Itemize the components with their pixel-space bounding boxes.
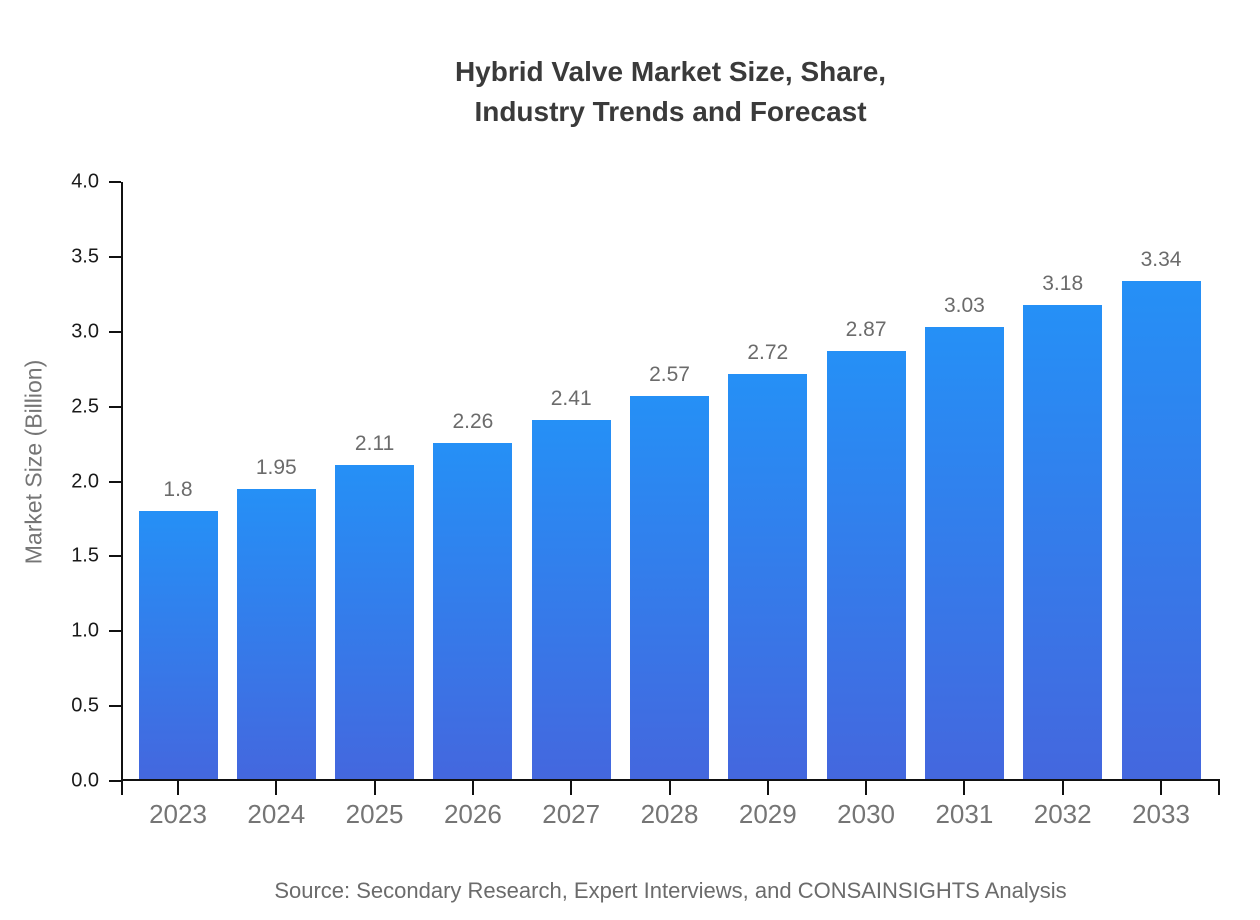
x-tick-label: 2024 bbox=[247, 799, 306, 829]
bar bbox=[138, 511, 218, 781]
bar-value-label: 3.18 bbox=[1042, 271, 1084, 295]
y-tick bbox=[109, 181, 121, 183]
x-tick-label: 2028 bbox=[640, 799, 699, 829]
x-tick-label: 2030 bbox=[837, 799, 896, 829]
x-tick bbox=[865, 781, 868, 795]
y-tick bbox=[109, 555, 121, 558]
x-tick-label: 2026 bbox=[443, 799, 502, 829]
bar bbox=[630, 396, 709, 781]
x-tick bbox=[177, 781, 179, 795]
bar bbox=[335, 465, 415, 781]
bar bbox=[1023, 304, 1103, 781]
bar bbox=[433, 442, 513, 781]
y-tick-label: 3.0 bbox=[71, 320, 99, 343]
x-tick bbox=[275, 781, 278, 795]
y-tick-label: 1.5 bbox=[71, 544, 99, 567]
bar-value-label: 2.87 bbox=[845, 318, 887, 342]
y-tick bbox=[109, 705, 121, 708]
x-tick bbox=[668, 781, 671, 795]
chart-title-line-1: Hybrid Valve Market Size, Share, bbox=[454, 56, 887, 87]
plot-area: 0.0 0.5 1.0 1.5 2.0 2.5 3.0 3.5 4.0 1.8 2023 1.95 20… bbox=[71, 171, 1220, 829]
y-tick bbox=[109, 480, 121, 483]
y-tick bbox=[109, 255, 121, 258]
bar bbox=[924, 327, 1004, 781]
y-tick bbox=[109, 330, 121, 333]
chart-title-line-2: Industry Trends and Forecast bbox=[474, 96, 867, 127]
x-tick-label: 2023 bbox=[149, 799, 207, 829]
source-note: Source: Secondary Research, Expert Inter… bbox=[274, 878, 1067, 903]
y-tick-label: 2.5 bbox=[71, 395, 99, 418]
bar-value-label: 2.11 bbox=[354, 432, 395, 456]
bar-value-label: 1.8 bbox=[163, 478, 193, 502]
x-tick bbox=[471, 781, 474, 795]
bar bbox=[1121, 280, 1201, 781]
y-tick-label: 1.0 bbox=[71, 619, 99, 642]
y-tick bbox=[109, 630, 121, 633]
x-tick-label: 2029 bbox=[738, 799, 797, 829]
bar bbox=[728, 373, 808, 781]
bar bbox=[236, 489, 316, 781]
x-tick-label: 2027 bbox=[542, 799, 601, 829]
bar-value-label: 2.57 bbox=[649, 363, 690, 387]
y-tick bbox=[109, 780, 121, 782]
y-tick-label: 0.0 bbox=[71, 769, 99, 792]
x-tick bbox=[1160, 781, 1162, 795]
bar-value-label: 2.72 bbox=[747, 340, 789, 364]
y-axis-title: Market Size (Billion) bbox=[20, 359, 47, 565]
x-axis-line bbox=[121, 779, 1220, 781]
y-tick-label: 4.0 bbox=[71, 170, 99, 193]
bar bbox=[531, 420, 611, 781]
bar-value-label: 2.41 bbox=[550, 387, 592, 411]
x-tick bbox=[766, 781, 769, 795]
y-tick-label: 2.0 bbox=[71, 470, 99, 492]
x-tick bbox=[373, 781, 376, 795]
bar-value-label: 3.03 bbox=[943, 294, 985, 318]
bar-value-label: 2.26 bbox=[452, 409, 494, 433]
y-axis-line bbox=[121, 182, 123, 781]
chart-title: Hybrid Valve Market Size, Share, Industr… bbox=[121, 52, 1220, 132]
bar-value-label: 1.95 bbox=[255, 456, 297, 479]
x-tick bbox=[963, 781, 966, 795]
bar bbox=[826, 351, 906, 781]
bar-value-label: 3.34 bbox=[1140, 247, 1182, 271]
y-tick-label: 0.5 bbox=[71, 694, 99, 717]
x-tick-label: 2025 bbox=[345, 799, 404, 829]
x-axis-edge-tick bbox=[1218, 781, 1220, 795]
x-tick bbox=[570, 781, 573, 795]
x-tick-label: 2031 bbox=[935, 799, 994, 829]
x-axis-edge-tick bbox=[121, 781, 123, 795]
x-tick-label: 2033 bbox=[1132, 799, 1190, 829]
x-tick bbox=[1061, 781, 1064, 795]
y-tick bbox=[109, 405, 121, 408]
x-tick-label: 2032 bbox=[1033, 799, 1092, 829]
y-tick-label: 3.5 bbox=[71, 245, 99, 268]
